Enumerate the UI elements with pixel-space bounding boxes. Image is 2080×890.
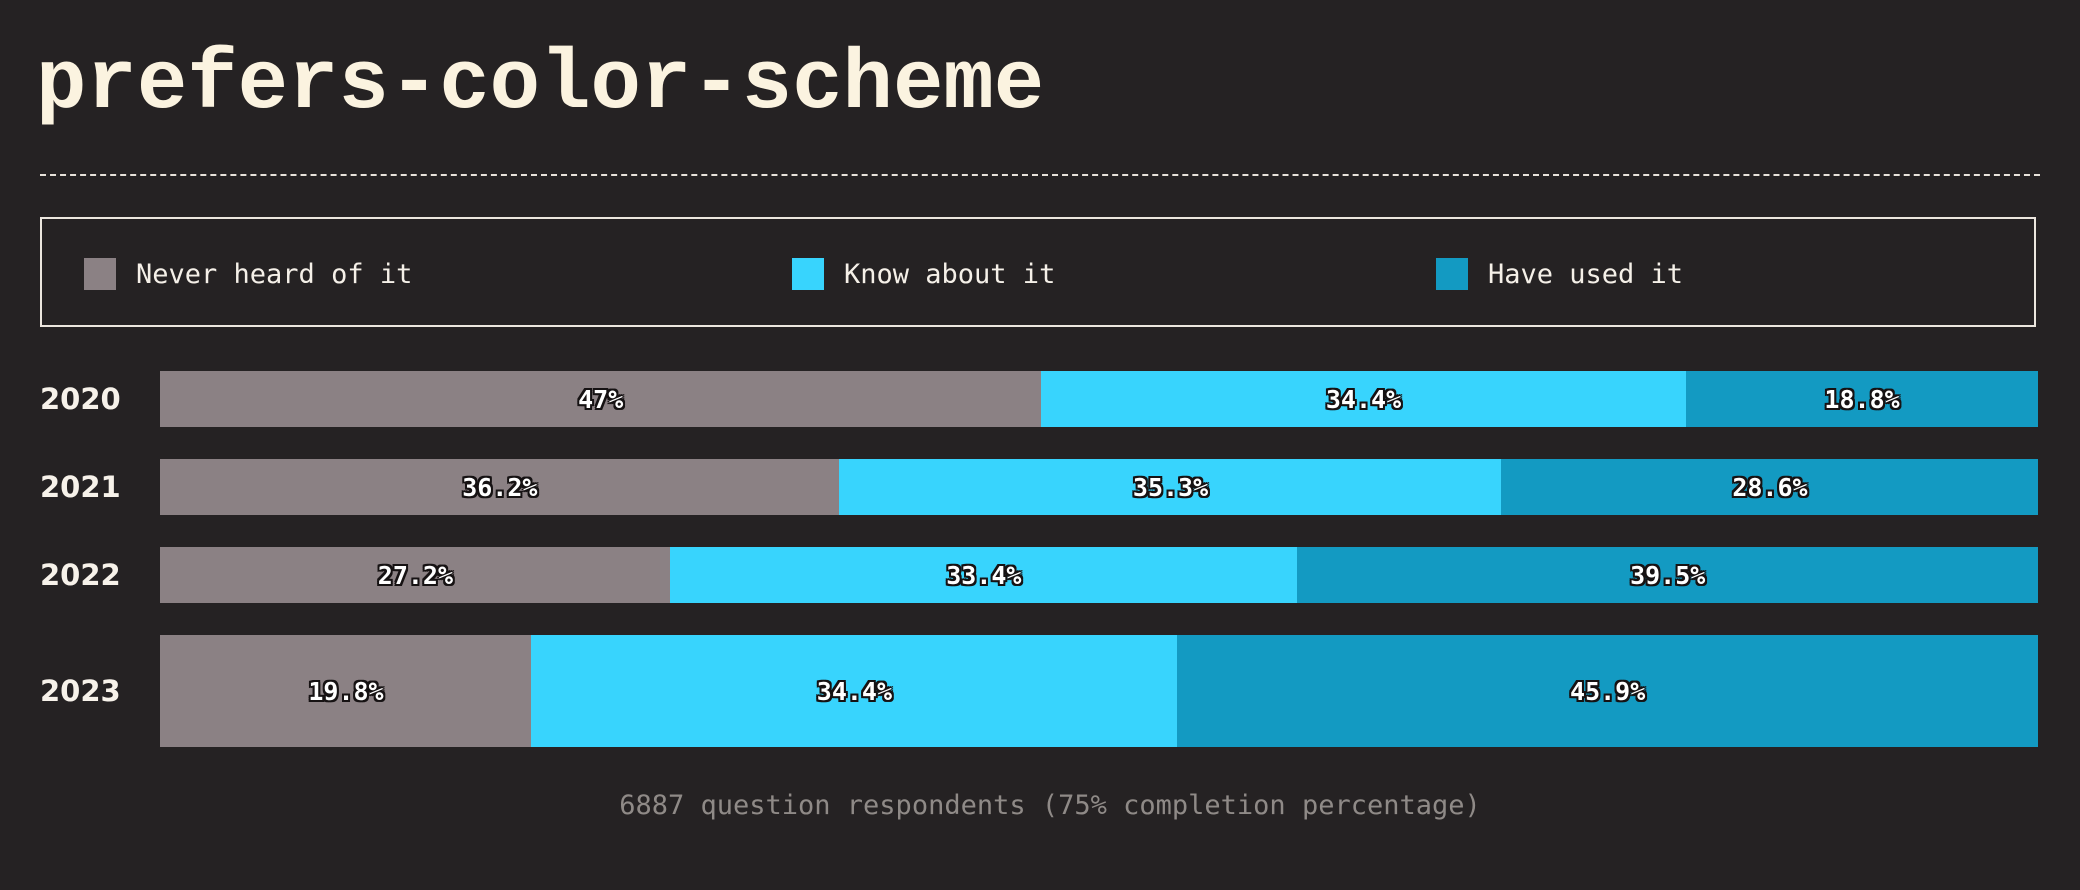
bar-segment-never-2022[interactable]: 27.2%	[160, 547, 671, 603]
bar-segment-know-2021[interactable]: 35.3%	[839, 459, 1502, 515]
data-label-used-2023: 45.9%	[1570, 676, 1646, 706]
data-label-know-2023: 34.4%	[816, 676, 893, 706]
bar-segment-know-2020[interactable]: 34.4%	[1040, 371, 1687, 427]
bar-row-2023: 19.8% 34.4% 45.9%	[160, 635, 2039, 747]
data-label-know-2020: 34.4%	[1325, 384, 1402, 414]
title-divider	[40, 174, 2040, 176]
data-label-used-2020: 18.8%	[1824, 384, 1900, 414]
legend-item-used[interactable]: Have used it	[1436, 258, 1683, 290]
data-label-never-2022: 27.2%	[377, 560, 454, 590]
year-label-2021: 2021	[40, 470, 121, 504]
bar-segment-never-2023[interactable]: 19.8%	[160, 635, 532, 747]
chart-title: prefers-color-scheme	[36, 38, 1045, 133]
legend-swatch-know	[792, 258, 824, 290]
bar-segment-know-2023[interactable]: 34.4%	[531, 635, 1178, 747]
legend-label-know: Know about it	[844, 258, 1056, 290]
bar-segment-used-2021[interactable]: 28.6%	[1501, 459, 2039, 515]
respondents-footnote: 6887 question respondents (75% completio…	[619, 790, 1481, 821]
bar-segment-never-2020[interactable]: 47%	[160, 371, 1042, 427]
bar-segment-know-2022[interactable]: 33.4%	[670, 547, 1298, 603]
legend: Never heard of it Know about it Have use…	[40, 217, 2036, 327]
bar-segment-used-2023[interactable]: 45.9%	[1176, 635, 2039, 747]
data-label-never-2020: 47%	[578, 384, 624, 414]
legend-swatch-never	[84, 258, 116, 290]
legend-label-used: Have used it	[1488, 258, 1684, 290]
data-label-used-2022: 39.5%	[1630, 560, 1706, 590]
bar-segment-never-2021[interactable]: 36.2%	[160, 459, 840, 515]
year-label-2022: 2022	[40, 558, 121, 592]
year-label-2023: 2023	[40, 674, 121, 708]
bar-row-2020: 47% 34.4% 18.8%	[160, 371, 2039, 427]
data-label-know-2022: 33.4%	[946, 560, 1022, 590]
legend-item-know[interactable]: Know about it	[792, 258, 1055, 290]
year-label-2020: 2020	[40, 382, 121, 416]
data-label-know-2021: 35.3%	[1132, 472, 1209, 502]
data-label-never-2023: 19.8%	[308, 676, 384, 706]
legend-label-never: Never heard of it	[136, 258, 413, 290]
bar-row-2022: 27.2% 33.4% 39.5%	[160, 547, 2039, 603]
bar-row-2021: 36.2% 35.3% 28.6%	[160, 459, 2039, 515]
data-label-never-2021: 36.2%	[462, 472, 538, 502]
data-label-used-2021: 28.6%	[1732, 472, 1808, 502]
legend-item-never[interactable]: Never heard of it	[84, 258, 412, 290]
legend-swatch-used	[1436, 258, 1468, 290]
bar-segment-used-2022[interactable]: 39.5%	[1296, 547, 2039, 603]
bar-segment-used-2020[interactable]: 18.8%	[1685, 371, 2039, 427]
